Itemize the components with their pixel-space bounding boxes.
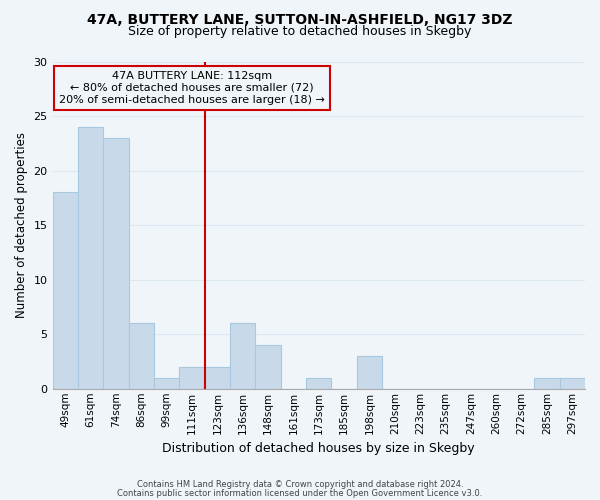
Text: 47A BUTTERY LANE: 112sqm
← 80% of detached houses are smaller (72)
20% of semi-d: 47A BUTTERY LANE: 112sqm ← 80% of detach… (59, 72, 325, 104)
Bar (230, 324, 256, 389)
Bar (306, 378, 331, 389)
Text: Contains HM Land Registry data © Crown copyright and database right 2024.: Contains HM Land Registry data © Crown c… (137, 480, 463, 489)
Bar (357, 356, 382, 389)
Text: Contains public sector information licensed under the Open Government Licence v3: Contains public sector information licen… (118, 488, 482, 498)
Y-axis label: Number of detached properties: Number of detached properties (15, 132, 28, 318)
Bar (256, 345, 281, 389)
X-axis label: Distribution of detached houses by size in Skegby: Distribution of detached houses by size … (163, 442, 475, 455)
Bar (154, 378, 179, 389)
Text: 47A, BUTTERY LANE, SUTTON-IN-ASHFIELD, NG17 3DZ: 47A, BUTTERY LANE, SUTTON-IN-ASHFIELD, N… (87, 12, 513, 26)
Bar (128, 324, 154, 389)
Bar (560, 378, 585, 389)
Bar (53, 192, 78, 389)
Bar (78, 127, 103, 389)
Bar (205, 367, 230, 389)
Bar (179, 367, 205, 389)
Bar (534, 378, 560, 389)
Text: Size of property relative to detached houses in Skegby: Size of property relative to detached ho… (128, 25, 472, 38)
Bar (103, 138, 128, 389)
